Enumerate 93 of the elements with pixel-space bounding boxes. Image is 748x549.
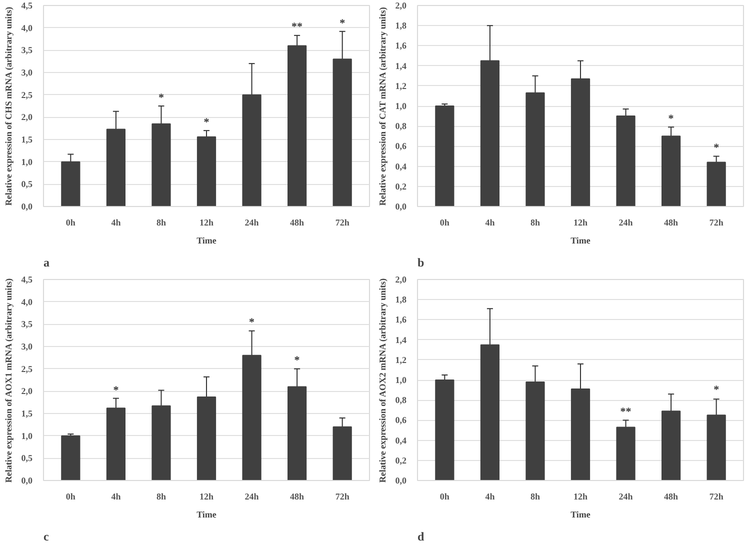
- x-axis-title: Time: [570, 510, 590, 520]
- y-tick-label: 1,8: [395, 294, 407, 305]
- annotation: **: [292, 21, 304, 34]
- y-axis-title: Relative expression of CAT mRNA (arbitrary units): [377, 7, 388, 206]
- y-tick-label: 1,8: [395, 20, 407, 31]
- y-tick-label: 0,2: [395, 181, 407, 192]
- y-tick-label: 2,0: [395, 0, 407, 10]
- x-tick-label: 8h: [156, 218, 166, 228]
- x-tick-label: 0h: [66, 492, 76, 502]
- x-tick-label: 72h: [335, 218, 350, 228]
- y-tick-label: 1,0: [21, 156, 33, 167]
- x-axis-title: Time: [196, 510, 216, 520]
- x-tick-label: 8h: [530, 218, 540, 228]
- text: d: [418, 530, 424, 544]
- y-tick-label: 0,0: [395, 202, 407, 212]
- x-tick-label: 72h: [709, 492, 724, 502]
- x-tick-label: 72h: [335, 492, 350, 502]
- y-tick-label: 2,5: [21, 364, 33, 374]
- annotation: *: [714, 142, 720, 154]
- x-tick-label: 4h: [111, 218, 121, 228]
- annotation: *: [113, 384, 120, 397]
- y-tick-label: 0,4: [395, 435, 407, 446]
- annotation: *: [294, 354, 300, 367]
- y-tick-label: 3,5: [21, 319, 33, 330]
- y-tick-label: 4,0: [21, 22, 33, 33]
- annotation: *: [204, 116, 210, 128]
- y-tick-label: 2,5: [21, 90, 33, 100]
- y-tick-label: 0,6: [395, 415, 407, 426]
- y-tick-label: 3,0: [21, 342, 33, 352]
- y-tick-label: 1,5: [21, 134, 33, 144]
- x-tick-label: 24h: [618, 218, 633, 228]
- y-tick-label: 0,5: [21, 179, 33, 190]
- x-axis-title: Time: [570, 236, 590, 246]
- y-tick-label: 0,2: [395, 455, 407, 466]
- y-tick-label: 0,0: [395, 476, 407, 486]
- y-tick-label: 0,8: [395, 121, 407, 132]
- y-tick-label: 1,4: [395, 334, 407, 345]
- y-tick-label: 1,6: [395, 40, 407, 51]
- y-tick-label: 1,5: [21, 408, 33, 418]
- x-tick-label: 0h: [66, 218, 76, 228]
- x-tick-label: 12h: [199, 218, 214, 228]
- annotation: *: [249, 316, 256, 329]
- annotation: *: [714, 384, 720, 396]
- text: a: [44, 256, 50, 270]
- y-tick-label: 2,0: [21, 112, 33, 122]
- text: b: [418, 256, 424, 270]
- y-tick-label: 1,0: [395, 375, 407, 385]
- y-axis-title: Relative expression of AOX2 mRNA (arbitrary units): [377, 278, 388, 483]
- y-tick-label: 2,0: [395, 274, 407, 284]
- y-axis-title: Relative expression of AOX1 mRNA (arbitrary units): [3, 278, 14, 483]
- x-tick-label: 4h: [485, 218, 495, 228]
- x-tick-label: 0h: [440, 492, 450, 502]
- y-tick-label: 0,6: [395, 141, 407, 152]
- x-tick-label: 12h: [199, 492, 214, 502]
- x-tick-label: 72h: [709, 218, 724, 228]
- annotation: *: [668, 113, 674, 126]
- x-tick-label: 24h: [618, 492, 633, 502]
- x-axis-title: Time: [196, 236, 216, 246]
- annotation: **: [620, 406, 632, 418]
- y-tick-label: 4,5: [21, 274, 33, 284]
- y-tick-label: 3,5: [21, 45, 33, 56]
- annotation: *: [340, 18, 346, 30]
- x-tick-label: 48h: [664, 492, 678, 502]
- y-tick-label: 1,2: [395, 80, 407, 91]
- y-tick-label: 2,0: [21, 386, 33, 396]
- x-tick-label: 4h: [111, 492, 121, 502]
- y-tick-label: 1,2: [395, 354, 407, 365]
- y-tick-label: 0,0: [21, 202, 33, 212]
- y-tick-label: 0,0: [21, 476, 33, 486]
- x-tick-label: 48h: [290, 492, 304, 502]
- y-tick-label: 3,0: [21, 68, 33, 78]
- x-tick-label: 12h: [573, 492, 588, 502]
- y-tick-label: 0,5: [21, 453, 33, 464]
- annotation: *: [158, 92, 164, 104]
- x-tick-label: 8h: [156, 492, 166, 502]
- y-tick-label: 0,4: [395, 161, 407, 172]
- x-tick-label: 48h: [290, 218, 304, 228]
- y-tick-label: 1,6: [395, 314, 407, 325]
- y-tick-label: 1,4: [395, 60, 407, 71]
- y-tick-label: 0,8: [395, 395, 407, 406]
- y-tick-label: 1,0: [21, 430, 33, 441]
- x-tick-label: 12h: [573, 218, 588, 228]
- x-tick-label: 48h: [664, 218, 678, 228]
- y-tick-label: 4,5: [21, 0, 33, 10]
- x-tick-label: 8h: [530, 492, 540, 502]
- y-tick-label: 1,0: [395, 101, 407, 111]
- y-axis-title: Relative expression of CHS mRNA (arbitrary units): [3, 6, 14, 206]
- y-tick-label: 4,0: [21, 296, 33, 307]
- x-tick-label: 24h: [244, 492, 259, 502]
- x-tick-label: 0h: [440, 218, 450, 228]
- text: c: [44, 530, 50, 544]
- x-tick-label: 4h: [485, 492, 495, 502]
- x-tick-label: 24h: [244, 218, 259, 228]
